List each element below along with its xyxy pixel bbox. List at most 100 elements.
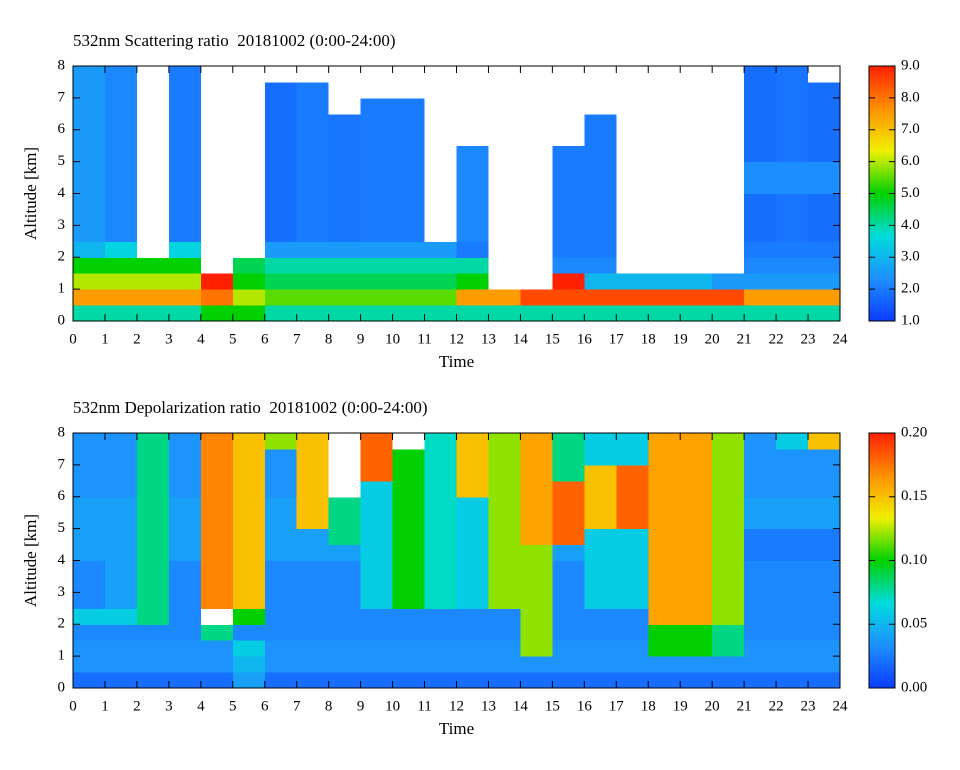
heatmap-cell: [360, 576, 394, 593]
heatmap-cell: [392, 608, 426, 625]
heatmap-cell: [424, 544, 457, 561]
heatmap-cell: [296, 113, 330, 131]
heatmap-cell: [73, 464, 106, 482]
heatmap-cell: [648, 544, 681, 561]
heatmap-cell: [328, 560, 362, 577]
colorbar-label: 3.0: [901, 249, 920, 265]
heatmap-cell: [456, 640, 489, 657]
heatmap-cell: [520, 97, 553, 115]
heatmap-cell: [488, 464, 521, 482]
heatmap-cell: [456, 225, 489, 242]
heatmap-cell: [808, 209, 841, 226]
heatmap-cell: [456, 672, 489, 689]
heatmap-cell: [232, 289, 266, 306]
heatmap-cell: [200, 496, 234, 514]
x-tick-label: 13: [481, 698, 496, 714]
heatmap-cell: [104, 672, 138, 689]
heatmap-cell: [73, 129, 106, 147]
heatmap-cell: [136, 225, 170, 242]
heatmap-cell: [712, 177, 745, 194]
heatmap-cell: [520, 544, 553, 561]
heatmap-cell: [712, 496, 745, 514]
heatmap-cell: [552, 592, 585, 609]
heatmap-cell: [520, 289, 553, 306]
heatmap-cell: [648, 672, 681, 689]
heatmap-cell: [296, 161, 330, 179]
heatmap-cell: [776, 672, 809, 689]
heatmap-cell: [616, 624, 649, 641]
x-tick-label: 11: [417, 698, 431, 714]
heatmap-cell: [712, 656, 745, 673]
y-tick-label: 8: [58, 57, 66, 73]
heatmap-cell: [616, 273, 649, 290]
heatmap-cell: [328, 113, 362, 131]
heatmap-cell: [232, 177, 266, 194]
heatmap-cell: [424, 193, 457, 210]
heatmap-cell: [808, 145, 841, 163]
heatmap-cell: [232, 225, 266, 242]
heatmap-cell: [264, 193, 298, 210]
heatmap-cell: [104, 305, 138, 322]
heatmap-cell: [808, 560, 841, 577]
heatmap-cell: [360, 81, 394, 99]
heatmap-cell: [712, 624, 745, 641]
heatmap-cell: [360, 512, 394, 530]
heatmap-cell: [264, 81, 298, 99]
heatmap-cell: [73, 512, 106, 530]
heatmap-cell: [424, 66, 457, 83]
heatmap-cell: [328, 193, 362, 210]
heatmap-cell: [73, 496, 106, 514]
heatmap-cell: [456, 305, 489, 322]
heatmap-cell: [360, 257, 394, 274]
heatmap-cell: [744, 592, 777, 609]
heatmap-cell: [552, 656, 585, 673]
heatmap-cell: [808, 225, 841, 242]
heatmap-cell: [520, 209, 553, 226]
heatmap-cell: [360, 66, 394, 83]
heatmap-cell: [136, 289, 170, 306]
heatmap-cell: [296, 209, 330, 226]
heatmap-cell: [488, 624, 521, 641]
heatmap-cell: [424, 113, 457, 131]
colorbar-label: 0.20: [901, 424, 927, 440]
heatmap-cell: [776, 640, 809, 657]
heatmap-cell: [456, 209, 489, 226]
heatmap-cell: [520, 81, 553, 99]
heatmap-cell: [232, 305, 266, 322]
heatmap-cell: [136, 624, 170, 641]
heatmap-cell: [392, 177, 426, 194]
heatmap-cell: [648, 608, 681, 625]
heatmap-cell: [712, 209, 745, 226]
colorbar-label: 7.0: [901, 121, 920, 137]
heatmap-cell: [104, 433, 138, 450]
heatmap-cell: [392, 576, 426, 593]
heatmap-cell: [584, 129, 617, 147]
heatmap-cell: [392, 656, 426, 673]
heatmap-cell: [360, 129, 394, 147]
heatmap-cell: [584, 608, 617, 625]
x-tick-label: 20: [705, 698, 720, 714]
heatmap-cell: [328, 241, 362, 258]
heatmap-cell: [488, 496, 521, 514]
heatmap-cell: [584, 448, 617, 466]
heatmap-cell: [584, 193, 617, 210]
x-tick-label: 7: [293, 331, 301, 347]
heatmap-cell: [776, 193, 809, 210]
heatmap-cell: [744, 145, 777, 163]
heatmap-cell: [776, 257, 809, 274]
heatmap-cell: [168, 145, 202, 163]
heatmap-cell: [808, 129, 841, 147]
heatmap-cell: [168, 528, 202, 546]
heatmap-cell: [296, 193, 330, 210]
heatmap-cell: [424, 496, 457, 514]
heatmap-cell: [488, 113, 521, 131]
heatmap-cell: [552, 66, 585, 83]
heatmap-cell: [296, 496, 330, 514]
heatmap-cell: [552, 289, 585, 306]
heatmap-cell: [232, 640, 266, 657]
x-tick-label: 14: [513, 698, 529, 714]
heatmap-cell: [136, 433, 170, 450]
heatmap-cell: [552, 257, 585, 274]
x-tick-label: 14: [513, 331, 529, 347]
heatmap-cell: [104, 241, 138, 258]
